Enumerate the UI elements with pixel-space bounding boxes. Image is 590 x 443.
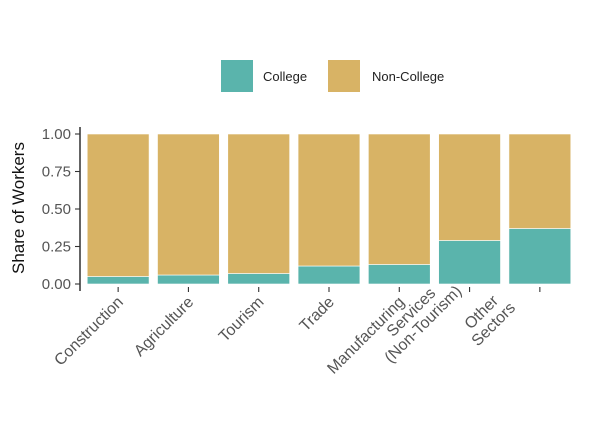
bar-non-college-6 [508,133,572,229]
x-category-label: Trade [297,294,338,335]
bar-college-0 [86,276,150,285]
x-category-label: Construction [51,294,127,370]
bar-college-3 [297,265,361,285]
y-tick-label: 1.00 [42,126,71,143]
bar-non-college-2 [227,133,290,274]
legend-label: College [263,69,307,84]
bar-college-2 [227,273,290,285]
x-category-label: OtherSectors [457,287,519,349]
bar-college-4 [368,264,431,285]
y-axis-title: Share of Workers [9,142,28,274]
bar-college-1 [157,274,220,285]
bar-non-college-4 [368,133,431,265]
y-tick-label: 0.25 [42,239,71,256]
y-tick-label: 0.00 [42,276,71,293]
x-category-label: Agriculture [131,294,197,360]
legend-swatch-non-college [328,60,360,92]
legend: College Non-College [221,60,444,92]
y-tick-label: 0.50 [42,201,71,218]
y-axis: 0.00 0.25 0.50 0.75 1.00 [42,126,81,293]
y-tick-label: 0.75 [42,164,71,181]
bar-non-college-3 [297,133,361,267]
bar-non-college-5 [438,133,501,241]
legend-label: Non-College [372,69,444,84]
x-category-label: Tourism [216,294,268,346]
bars [86,133,572,285]
bar-college-5 [438,240,501,285]
x-axis: Construction Agriculture Tourism TradeManuf… [51,283,541,378]
bar-non-college-0 [86,133,150,277]
bar-non-college-1 [157,133,220,276]
legend-swatch-college [221,60,253,92]
bar-college-6 [508,228,572,285]
